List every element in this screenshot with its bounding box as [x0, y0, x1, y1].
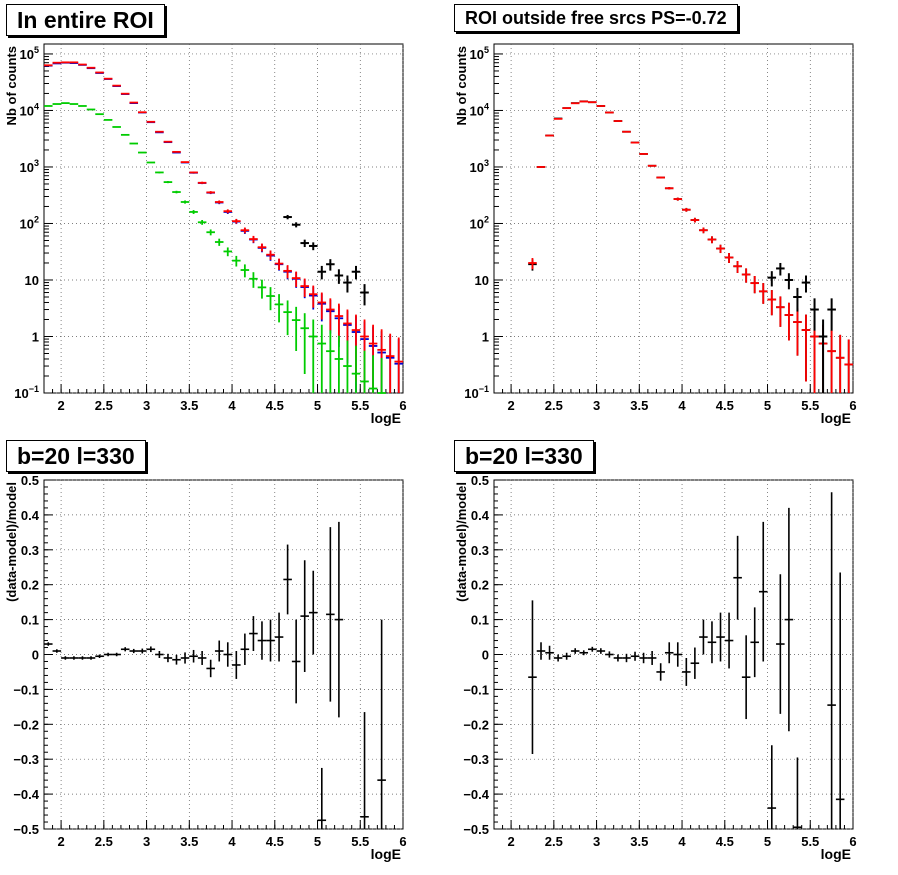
y-tick-label: −0.5 [463, 822, 489, 837]
y-tick-label: 0.2 [21, 578, 39, 593]
x-tick-label: 3.5 [180, 398, 198, 413]
x-tick-label: 5.5 [801, 398, 819, 413]
y-tick-label: 104 [20, 101, 39, 118]
x-tick-label: 3.5 [180, 834, 198, 849]
x-tick-label: 6 [399, 398, 406, 413]
y-axis-label: (data-model)/model [454, 482, 469, 602]
y-tick-label: −0.4 [13, 787, 39, 802]
x-tick-label: 4.5 [266, 398, 284, 413]
x-tick-label: 3 [593, 834, 600, 849]
y-tick-label: −0.1 [463, 682, 489, 697]
y-axis-label: (data-model)/model [4, 482, 19, 602]
x-tick-label: 4.5 [716, 834, 734, 849]
panel-3: 2 2.5 3 3.5 4 4.5 5 5.5 6 −0.5 −0.4 −0.3 −0.2 −0.1 0 0.… [4, 473, 407, 862]
panel-2: 2 2.5 3 3.5 4 4.5 5 5.5 6 10−1 1 10 102 103 104 105 logE… [454, 43, 857, 426]
y-tick-label: 103 [470, 158, 489, 175]
x-tick-label: 3.5 [630, 834, 648, 849]
y-tick-label: −0.1 [13, 682, 39, 697]
x-tick-label: 5.5 [351, 834, 369, 849]
x-tick-label: 4.5 [716, 398, 734, 413]
y-tick-label: 0.5 [471, 473, 489, 488]
y-tick-label: 104 [470, 101, 489, 118]
x-tick-label: 5 [764, 398, 771, 413]
y-tick-label: 1 [482, 329, 489, 344]
y-tick-label: −0.3 [463, 752, 489, 767]
x-tick-label: 5 [764, 834, 771, 849]
y-tick-label: 1 [32, 329, 39, 344]
plot-frame [493, 43, 854, 394]
series-1 [528, 492, 845, 829]
y-tick-label: 0.4 [21, 508, 40, 523]
x-tick-label: 2 [507, 834, 514, 849]
y-tick-label: 10 [25, 273, 39, 288]
x-tick-label: 4 [678, 834, 686, 849]
y-tick-label: 102 [20, 214, 39, 231]
x-tick-label: 4 [678, 398, 686, 413]
y-axis-label: Nb of counts [454, 46, 469, 125]
y-tick-label: −0.2 [13, 717, 39, 732]
panel-1: 2 2.5 3 3.5 4 4.5 5 5.5 6 10−1 1 10 102 103 104 105 logE… [4, 43, 407, 426]
x-tick-label: 3.5 [630, 398, 648, 413]
y-tick-label: 0 [32, 648, 39, 663]
y-tick-label: 105 [470, 45, 489, 62]
y-tick-label: 0.2 [471, 578, 489, 593]
panel-3-title: b=20 l=330 [6, 440, 146, 472]
x-tick-label: 5.5 [801, 834, 819, 849]
x-tick-label: 2.5 [95, 398, 113, 413]
y-tick-label: −0.2 [463, 717, 489, 732]
x-tick-label: 4 [228, 398, 236, 413]
y-tick-label: 102 [470, 214, 489, 231]
y-tick-label: 105 [20, 45, 39, 62]
x-tick-label: 2.5 [545, 834, 563, 849]
y-tick-label: 0.5 [21, 473, 39, 488]
x-tick-label: 4.5 [266, 834, 284, 849]
y-tick-label: 0.3 [471, 543, 489, 558]
panel-4: 2 2.5 3 3.5 4 4.5 5 5.5 6 −0.5 −0.4 −0.3 −0.2 −0.1 0 0.… [454, 473, 857, 862]
x-tick-label: 2 [57, 834, 64, 849]
x-axis-label: logE [821, 846, 851, 862]
y-tick-label: 103 [20, 158, 39, 175]
y-axis-label: Nb of counts [4, 46, 19, 125]
y-tick-label: 0.3 [21, 543, 39, 558]
x-axis-label: logE [371, 410, 401, 426]
x-tick-label: 3 [143, 398, 150, 413]
y-tick-label: −0.4 [463, 787, 489, 802]
x-tick-label: 6 [849, 398, 856, 413]
x-tick-label: 5.5 [351, 398, 369, 413]
y-tick-label: 0 [482, 648, 489, 663]
y-tick-label: 0.4 [471, 508, 490, 523]
x-tick-label: 2 [507, 398, 514, 413]
y-tick-label: −0.5 [13, 822, 39, 837]
x-axis-label: logE [821, 410, 851, 426]
y-tick-label: 10−1 [464, 384, 489, 401]
x-tick-label: 6 [849, 834, 856, 849]
panel-1-title: In entire ROI [6, 4, 165, 36]
series-4 [283, 214, 369, 306]
x-tick-label: 2.5 [95, 834, 113, 849]
x-tick-label: 2.5 [545, 398, 563, 413]
x-tick-label: 4 [228, 834, 236, 849]
series-1 [44, 521, 386, 829]
x-axis-label: logE [371, 846, 401, 862]
x-tick-label: 3 [143, 834, 150, 849]
y-tick-label: −0.3 [13, 752, 39, 767]
x-tick-label: 2 [57, 398, 64, 413]
y-tick-label: 10 [475, 273, 489, 288]
plot-frame [43, 43, 404, 394]
y-tick-label: 0.1 [471, 613, 489, 628]
x-tick-label: 5 [314, 398, 321, 413]
panel-2-title: ROI outside free srcs PS=-0.72 [454, 4, 738, 32]
y-tick-label: 10−1 [14, 384, 39, 401]
x-tick-label: 6 [399, 834, 406, 849]
x-tick-label: 5 [314, 834, 321, 849]
x-tick-label: 3 [593, 398, 600, 413]
series-3 [767, 262, 836, 393]
panel-4-title: b=20 l=330 [454, 440, 594, 472]
series-2 [528, 100, 853, 393]
series-3 [44, 102, 386, 394]
y-tick-label: 0.1 [21, 613, 39, 628]
